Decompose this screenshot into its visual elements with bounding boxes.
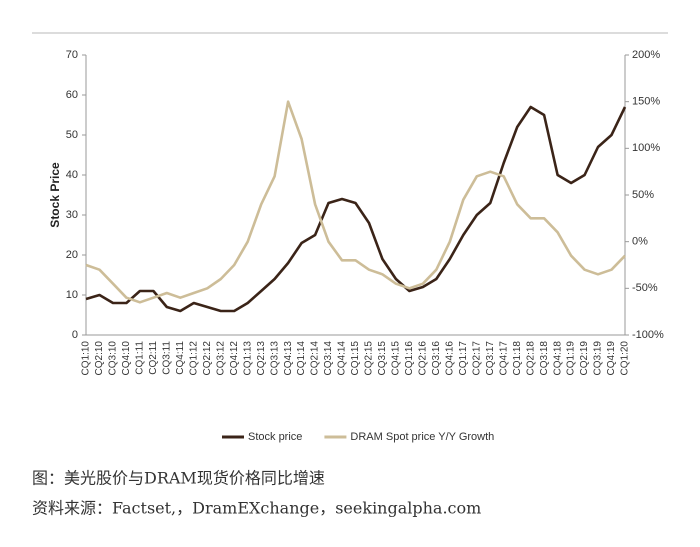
x-tick-label: CQ3:11 — [161, 341, 172, 375]
series-line — [85, 105, 627, 313]
x-tick-label: CQ3:14 — [323, 341, 334, 376]
x-tick-label: CQ4:13 — [283, 341, 294, 376]
y2-tick-label: -100% — [632, 329, 664, 341]
y2-tick-label: 150% — [632, 96, 660, 108]
y-tick-label: 40 — [66, 169, 78, 181]
caption-title: 图：美光股价与DRAM现货价格同比增速 — [32, 469, 325, 488]
y-tick-label: 60 — [66, 89, 78, 101]
x-tick-label: CQ3:16 — [431, 341, 442, 376]
x-tick-label: CQ1:13 — [242, 341, 253, 376]
x-tick-label: CQ4:15 — [391, 341, 402, 376]
x-tick-label: CQ3:13 — [269, 341, 280, 376]
y-tick-label: 20 — [66, 249, 78, 261]
y-tick-label: 70 — [66, 49, 78, 61]
x-tick-label: CQ3:10 — [108, 341, 119, 376]
x-tick-label: CQ4:10 — [121, 341, 132, 376]
x-tick-label: CQ2:18 — [525, 341, 536, 376]
y2-tick-label: 0% — [632, 236, 648, 248]
y-tick-label: 0 — [72, 329, 78, 341]
y-tick-label: 30 — [66, 209, 78, 221]
y-tick-label: 50 — [66, 129, 78, 141]
legend-label: Stock price — [248, 431, 302, 443]
x-tick-label: CQ2:11 — [148, 341, 159, 375]
x-tick-label: CQ2:17 — [471, 341, 482, 376]
x-tick-label: CQ1:20 — [620, 341, 631, 376]
x-tick-label: CQ4:12 — [229, 341, 240, 376]
x-tick-label: CQ4:11 — [175, 341, 186, 375]
x-tick-label: CQ1:18 — [512, 341, 523, 376]
x-tick-label: CQ2:16 — [418, 341, 429, 376]
x-tick-label: CQ1:14 — [296, 341, 307, 376]
x-tick-label: CQ2:12 — [202, 341, 213, 376]
x-tick-label: CQ3:12 — [215, 341, 226, 376]
x-tick-label: CQ4:16 — [444, 341, 455, 376]
x-tick-label: CQ4:19 — [606, 341, 617, 376]
x-tick-label: CQ1:16 — [404, 341, 415, 376]
legend-label: DRAM Spot price Y/Y Growth — [350, 431, 494, 443]
x-tick-label: CQ1:15 — [350, 341, 361, 376]
y2-tick-label: 100% — [632, 142, 660, 154]
y2-tick-label: 50% — [632, 189, 654, 201]
x-tick-label: CQ2:19 — [579, 341, 590, 376]
x-tick-label: CQ2:15 — [364, 341, 375, 376]
y2-tick-label: 200% — [632, 49, 660, 61]
x-tick-label: CQ3:19 — [593, 341, 604, 376]
x-tick-label: CQ2:10 — [94, 341, 105, 376]
x-tick-label: CQ4:14 — [337, 341, 348, 376]
x-tick-label: CQ1:17 — [458, 341, 469, 376]
x-tick-label: CQ3:17 — [485, 341, 496, 376]
x-tick-label: CQ2:14 — [310, 341, 321, 376]
x-tick-label: CQ2:13 — [256, 341, 267, 376]
x-tick-label: CQ1:10 — [81, 341, 92, 376]
x-tick-label: CQ3:18 — [539, 341, 550, 376]
x-tick-label: CQ1:19 — [566, 341, 577, 376]
y2-tick-label: -50% — [632, 282, 658, 294]
y-axis-label: Stock Price — [48, 162, 62, 228]
series-line — [85, 100, 626, 304]
y-tick-label: 10 — [66, 289, 78, 301]
x-tick-label: CQ4:18 — [552, 341, 563, 376]
caption-source: 资料来源：Factset,，DramEXchange，seekingalpha.… — [32, 499, 481, 518]
x-tick-label: CQ3:15 — [377, 341, 388, 376]
x-tick-label: CQ1:12 — [188, 341, 199, 376]
x-tick-label: CQ4:17 — [498, 341, 509, 376]
x-tick-label: CQ1:11 — [135, 341, 146, 375]
